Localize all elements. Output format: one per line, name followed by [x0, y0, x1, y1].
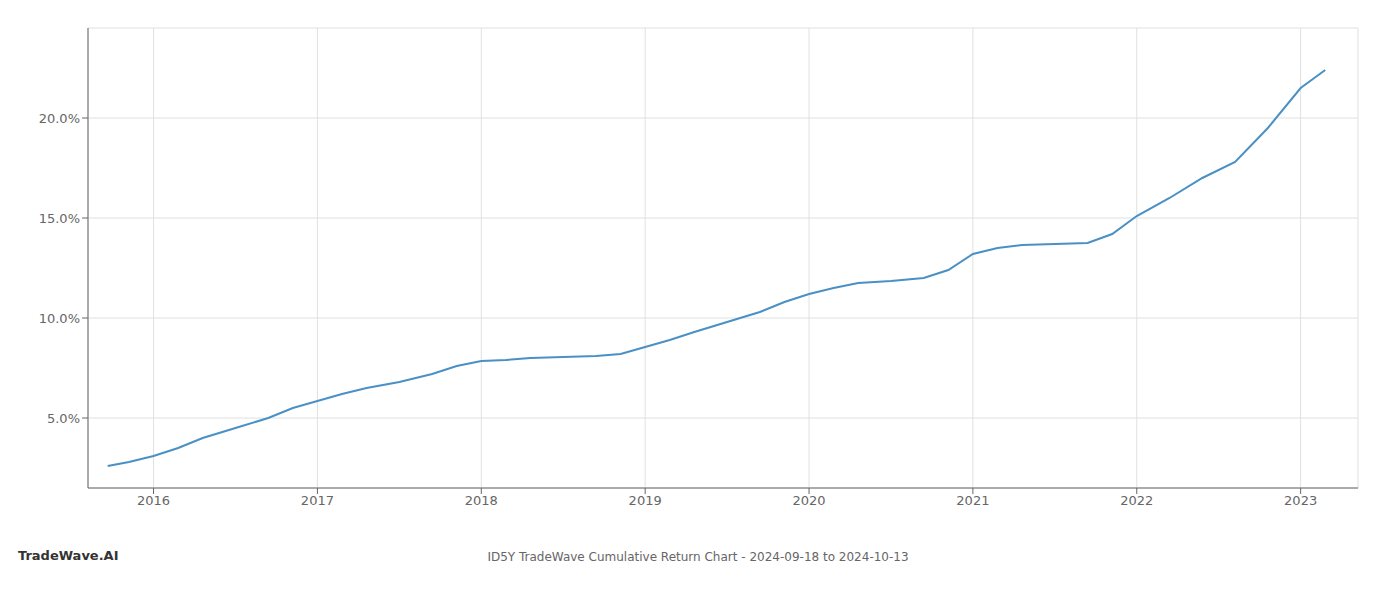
svg-text:2019: 2019	[629, 493, 662, 508]
svg-text:20.0%: 20.0%	[39, 111, 80, 126]
svg-text:2017: 2017	[301, 493, 334, 508]
svg-text:2016: 2016	[137, 493, 170, 508]
svg-text:2022: 2022	[1120, 493, 1153, 508]
svg-text:15.0%: 15.0%	[39, 211, 80, 226]
svg-text:2023: 2023	[1284, 493, 1317, 508]
html-text:ID5Y TradeWave Cumulative Retu: ID5Y TradeWave Cumulative Return Chart -…	[487, 550, 909, 564]
svg-text:5.0%: 5.0%	[47, 411, 80, 426]
svg-text:2021: 2021	[956, 493, 989, 508]
svg-text:10.0%: 10.0%	[39, 311, 80, 326]
svg-text:2020: 2020	[792, 493, 825, 508]
svg-text:2018: 2018	[465, 493, 498, 508]
html-text:TradeWave.AI: TradeWave.AI	[18, 548, 119, 563]
